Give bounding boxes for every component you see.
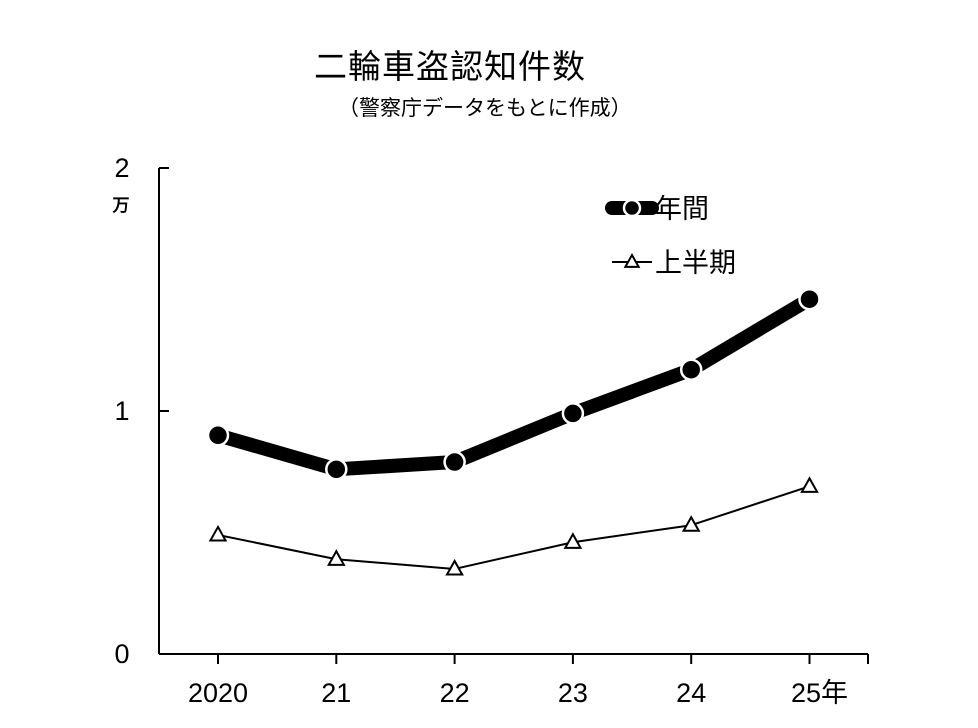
data-point — [325, 458, 348, 481]
axes: 0 1 2 万 2020 21 22 23 24 25年 — [112, 153, 869, 708]
series-annual — [206, 287, 821, 481]
legend-item-first-half: 上半期 — [612, 248, 736, 279]
y-tick-label: 2 — [114, 153, 129, 183]
x-tick-label: 2020 — [188, 678, 248, 708]
series-layer — [206, 287, 821, 576]
x-tick-label: 24 — [676, 678, 706, 708]
y-unit-label: 万 — [112, 196, 130, 216]
y-tick-label: 1 — [114, 396, 129, 426]
legend-marker — [623, 252, 641, 268]
data-point — [445, 558, 464, 576]
legend-item-annual: 年間 — [605, 194, 709, 225]
series-line — [211, 292, 817, 477]
legend-label: 上半期 — [655, 248, 736, 279]
data-point — [443, 450, 466, 474]
x-tick-label: 23 — [558, 678, 588, 708]
data-point — [679, 358, 703, 381]
data-point — [563, 532, 583, 549]
x-tick-label: 25年 — [791, 678, 848, 708]
series-first-half — [208, 476, 819, 576]
data-point — [561, 402, 585, 425]
data-point — [800, 476, 819, 493]
data-point — [798, 287, 821, 311]
data-point — [326, 549, 346, 566]
x-tick-label: 21 — [321, 678, 351, 708]
data-point — [681, 515, 701, 532]
legend-marker — [622, 198, 642, 218]
legend-label: 年間 — [655, 194, 709, 225]
y-tick-label: 0 — [114, 639, 129, 669]
chart-subtitle: （警察庁データをもとに作成） — [338, 96, 632, 120]
x-tick-label: 22 — [440, 678, 470, 708]
data-point — [206, 424, 230, 447]
chart-title: 二輪車盗認知件数 — [314, 47, 586, 86]
data-point — [208, 524, 228, 542]
series-line — [217, 485, 811, 570]
